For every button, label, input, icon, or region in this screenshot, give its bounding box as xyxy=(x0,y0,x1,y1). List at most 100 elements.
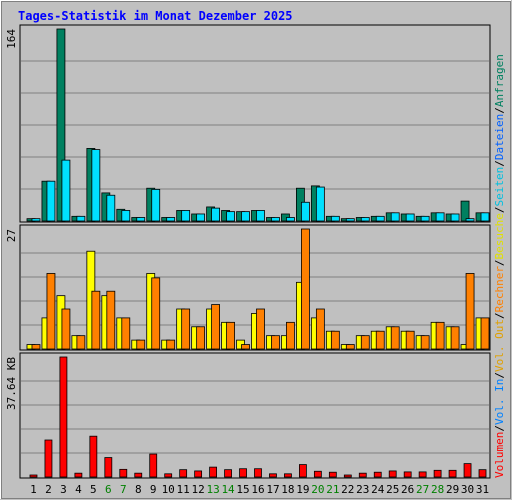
bar-requests-dateien-day-17 xyxy=(271,217,280,222)
bar-requests-dateien-day-5 xyxy=(91,149,101,222)
bar-requests-dateien-day-6 xyxy=(106,194,116,222)
bar-requests-dateien-day-26 xyxy=(405,213,415,222)
x-tick-label-22: 22 xyxy=(341,483,354,496)
bar-volume-volumen-day-16 xyxy=(254,468,262,478)
x-tick-label-13: 13 xyxy=(206,483,219,496)
bar-requests-dateien-day-31 xyxy=(480,212,490,222)
bar-volume-volumen-day-1 xyxy=(29,474,38,478)
x-tick-label-4: 4 xyxy=(75,483,82,496)
bar-requests-dateien-day-10 xyxy=(166,217,176,222)
bar-visits-rechner-day-29 xyxy=(450,326,460,350)
bar-visits-rechner-day-15 xyxy=(241,344,250,350)
bar-visits-rechner-day-30 xyxy=(465,273,475,350)
bar-requests-dateien-day-29 xyxy=(450,213,460,222)
bar-requests-dateien-day-25 xyxy=(390,212,400,222)
panel-volume-bg xyxy=(19,352,491,479)
bar-volume-volumen-day-24 xyxy=(373,471,382,478)
bar-requests-dateien-day-20 xyxy=(315,186,325,222)
legend-entry: Vol. Out xyxy=(493,319,506,372)
bar-volume-volumen-day-4 xyxy=(74,472,83,478)
x-tick-label-17: 17 xyxy=(266,483,279,496)
bar-volume-volumen-day-2 xyxy=(44,439,53,478)
bar-volume-volumen-day-17 xyxy=(269,473,277,478)
legend-entry: Volumen xyxy=(493,432,506,478)
bar-volume-volumen-day-9 xyxy=(149,453,158,478)
x-tick-label-19: 19 xyxy=(296,483,309,496)
bar-requests-dateien-day-19 xyxy=(301,201,310,222)
x-tick-label-23: 23 xyxy=(356,483,369,496)
x-tick-label-28: 28 xyxy=(431,483,444,496)
bar-volume-volumen-day-19 xyxy=(299,464,307,478)
bar-volume-volumen-day-8 xyxy=(134,472,143,478)
x-tick-label-24: 24 xyxy=(371,483,385,496)
bar-visits-rechner-day-19 xyxy=(301,228,310,350)
x-tick-label-25: 25 xyxy=(386,483,399,496)
x-tick-label-12: 12 xyxy=(192,483,205,496)
bar-visits-rechner-day-25 xyxy=(390,326,400,350)
y-max-label: 37.64 KB xyxy=(5,357,18,410)
bar-visits-rechner-day-12 xyxy=(196,326,206,350)
bar-visits-rechner-day-20 xyxy=(315,308,325,350)
bar-volume-volumen-day-5 xyxy=(89,435,98,478)
bar-requests-dateien-day-9 xyxy=(151,188,161,222)
legend-entry: / xyxy=(493,107,506,114)
bar-volume-volumen-day-18 xyxy=(284,473,292,478)
bar-volume-volumen-day-6 xyxy=(104,457,113,478)
bar-volume-volumen-day-20 xyxy=(313,470,322,478)
bar-requests-dateien-day-30 xyxy=(465,218,475,222)
bar-volume-volumen-day-21 xyxy=(328,471,337,478)
legend-entry: Rechner xyxy=(493,266,506,313)
bar-visits-rechner-day-2 xyxy=(46,273,56,350)
bar-requests-anfragen-day-30 xyxy=(460,200,470,222)
legend-entry: / xyxy=(493,425,506,432)
x-tick-label-11: 11 xyxy=(177,483,190,496)
bar-visits-rechner-day-3 xyxy=(61,308,71,350)
bar-volume-volumen-day-30 xyxy=(463,463,472,478)
bar-volume-volumen-day-3 xyxy=(59,356,68,478)
legend-entry: / xyxy=(493,206,506,213)
bar-requests-dateien-day-27 xyxy=(420,215,430,222)
bar-visits-rechner-day-31 xyxy=(480,317,490,350)
bar-volume-volumen-day-31 xyxy=(478,469,487,478)
bar-requests-dateien-day-23 xyxy=(360,217,370,222)
x-tick-label-7: 7 xyxy=(120,483,127,496)
bar-visits-rechner-day-1 xyxy=(31,344,41,350)
bar-requests-dateien-day-28 xyxy=(435,212,445,222)
bar-requests-dateien-day-1 xyxy=(31,218,41,222)
legend-entry: Besuche xyxy=(493,213,506,259)
legend-entry: / xyxy=(493,160,506,167)
x-tick-label-16: 16 xyxy=(251,483,264,496)
bar-visits-rechner-day-16 xyxy=(256,308,265,350)
bar-requests-dateien-day-7 xyxy=(121,210,131,222)
bar-visits-rechner-day-24 xyxy=(375,330,385,350)
bar-visits-rechner-day-23 xyxy=(360,335,370,350)
x-tick-label-14: 14 xyxy=(221,483,235,496)
bar-volume-volumen-day-15 xyxy=(239,468,247,478)
x-tick-label-9: 9 xyxy=(150,483,157,496)
bar-requests-dateien-day-3 xyxy=(61,159,71,222)
x-tick-label-29: 29 xyxy=(446,483,459,496)
x-tick-label-8: 8 xyxy=(135,483,142,496)
chart-title: Tages-Statistik im Monat Dezember 2025 xyxy=(18,9,293,23)
bar-volume-volumen-day-27 xyxy=(418,471,427,478)
legend-entry: / xyxy=(493,259,506,266)
bar-visits-rechner-day-5 xyxy=(91,290,101,350)
bar-visits-rechner-day-27 xyxy=(420,335,430,350)
y-max-label: 27 xyxy=(5,229,18,242)
bar-visits-rechner-day-4 xyxy=(76,335,86,350)
bar-volume-volumen-day-11 xyxy=(179,469,188,478)
legend-entry: Dateien xyxy=(493,114,506,160)
bar-volume-volumen-day-13 xyxy=(209,466,217,478)
x-tick-label-21: 21 xyxy=(326,483,339,496)
bar-visits-rechner-day-26 xyxy=(405,330,415,350)
bar-volume-volumen-day-23 xyxy=(358,472,367,478)
bar-volume-volumen-day-10 xyxy=(164,473,173,478)
bar-volume-volumen-day-29 xyxy=(448,469,457,478)
bar-requests-dateien-day-21 xyxy=(330,215,340,222)
bar-visits-rechner-day-13 xyxy=(211,304,220,350)
bar-visits-rechner-day-18 xyxy=(286,321,295,350)
bar-requests-dateien-day-15 xyxy=(241,211,250,222)
x-tick-label-26: 26 xyxy=(401,483,414,496)
bar-requests-dateien-day-4 xyxy=(76,215,86,222)
